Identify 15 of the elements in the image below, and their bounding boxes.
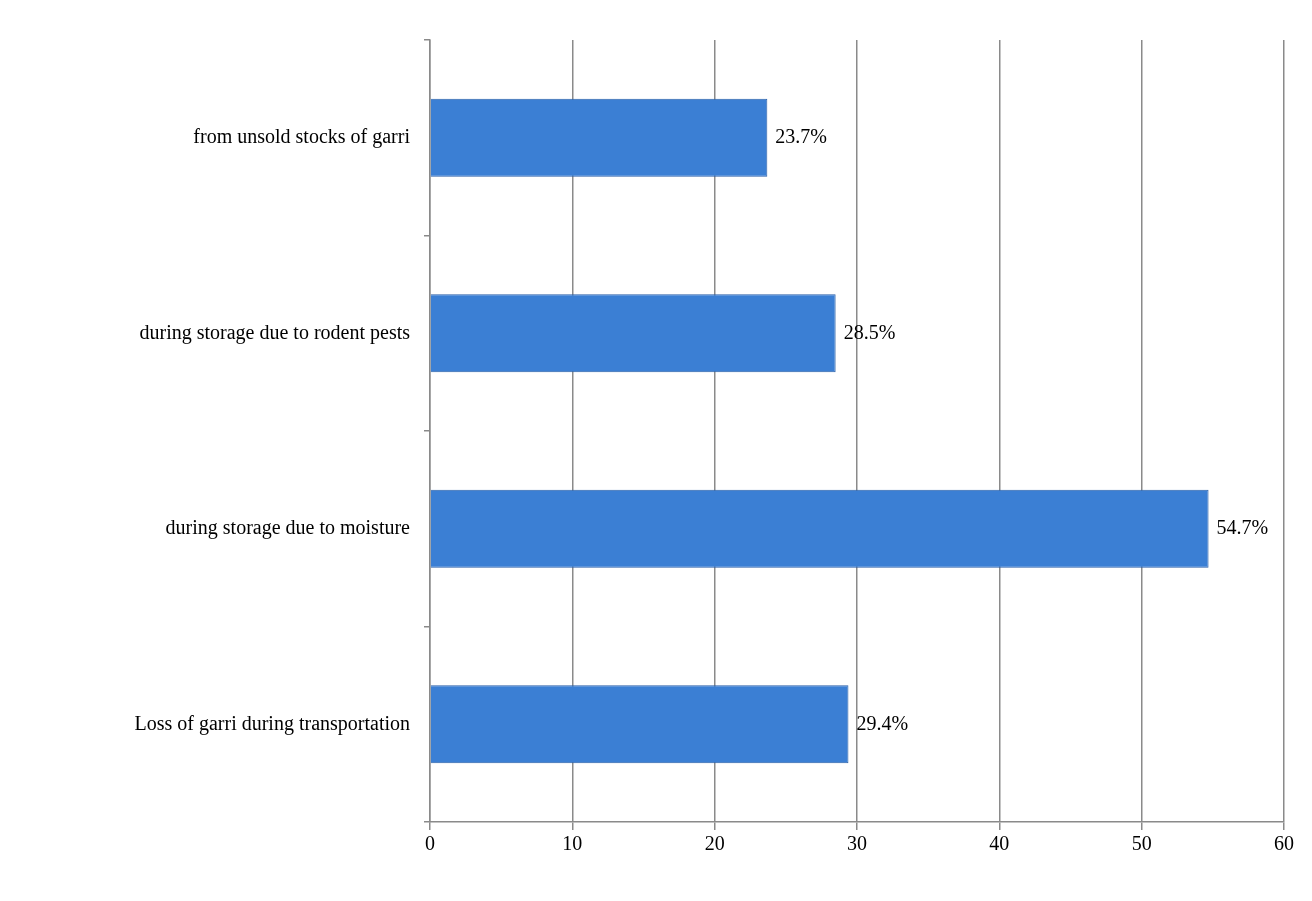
x-tick-label: 0 [425,832,435,855]
data-label: 23.7% [775,125,827,147]
y-tick-label: Loss of garri during transportation [134,711,410,735]
x-tick-label: 60 [1274,832,1294,855]
x-tick-label: 10 [562,832,583,855]
y-tick-label: from unsold stocks of garri [193,125,411,148]
x-tick-label: 40 [989,832,1010,855]
data-label: 28.5% [843,320,896,343]
x-tick-label: 30 [847,832,867,855]
x-tick-label: 20 [704,832,725,855]
y-tick-label: during storage due to moisture [165,516,411,539]
x-tick-label: 50 [1131,832,1152,855]
data-label: 54.7% [1216,516,1269,538]
y-tick-label: during storage due to rodent pests [139,320,411,344]
data-label: 29.4% [856,711,909,734]
